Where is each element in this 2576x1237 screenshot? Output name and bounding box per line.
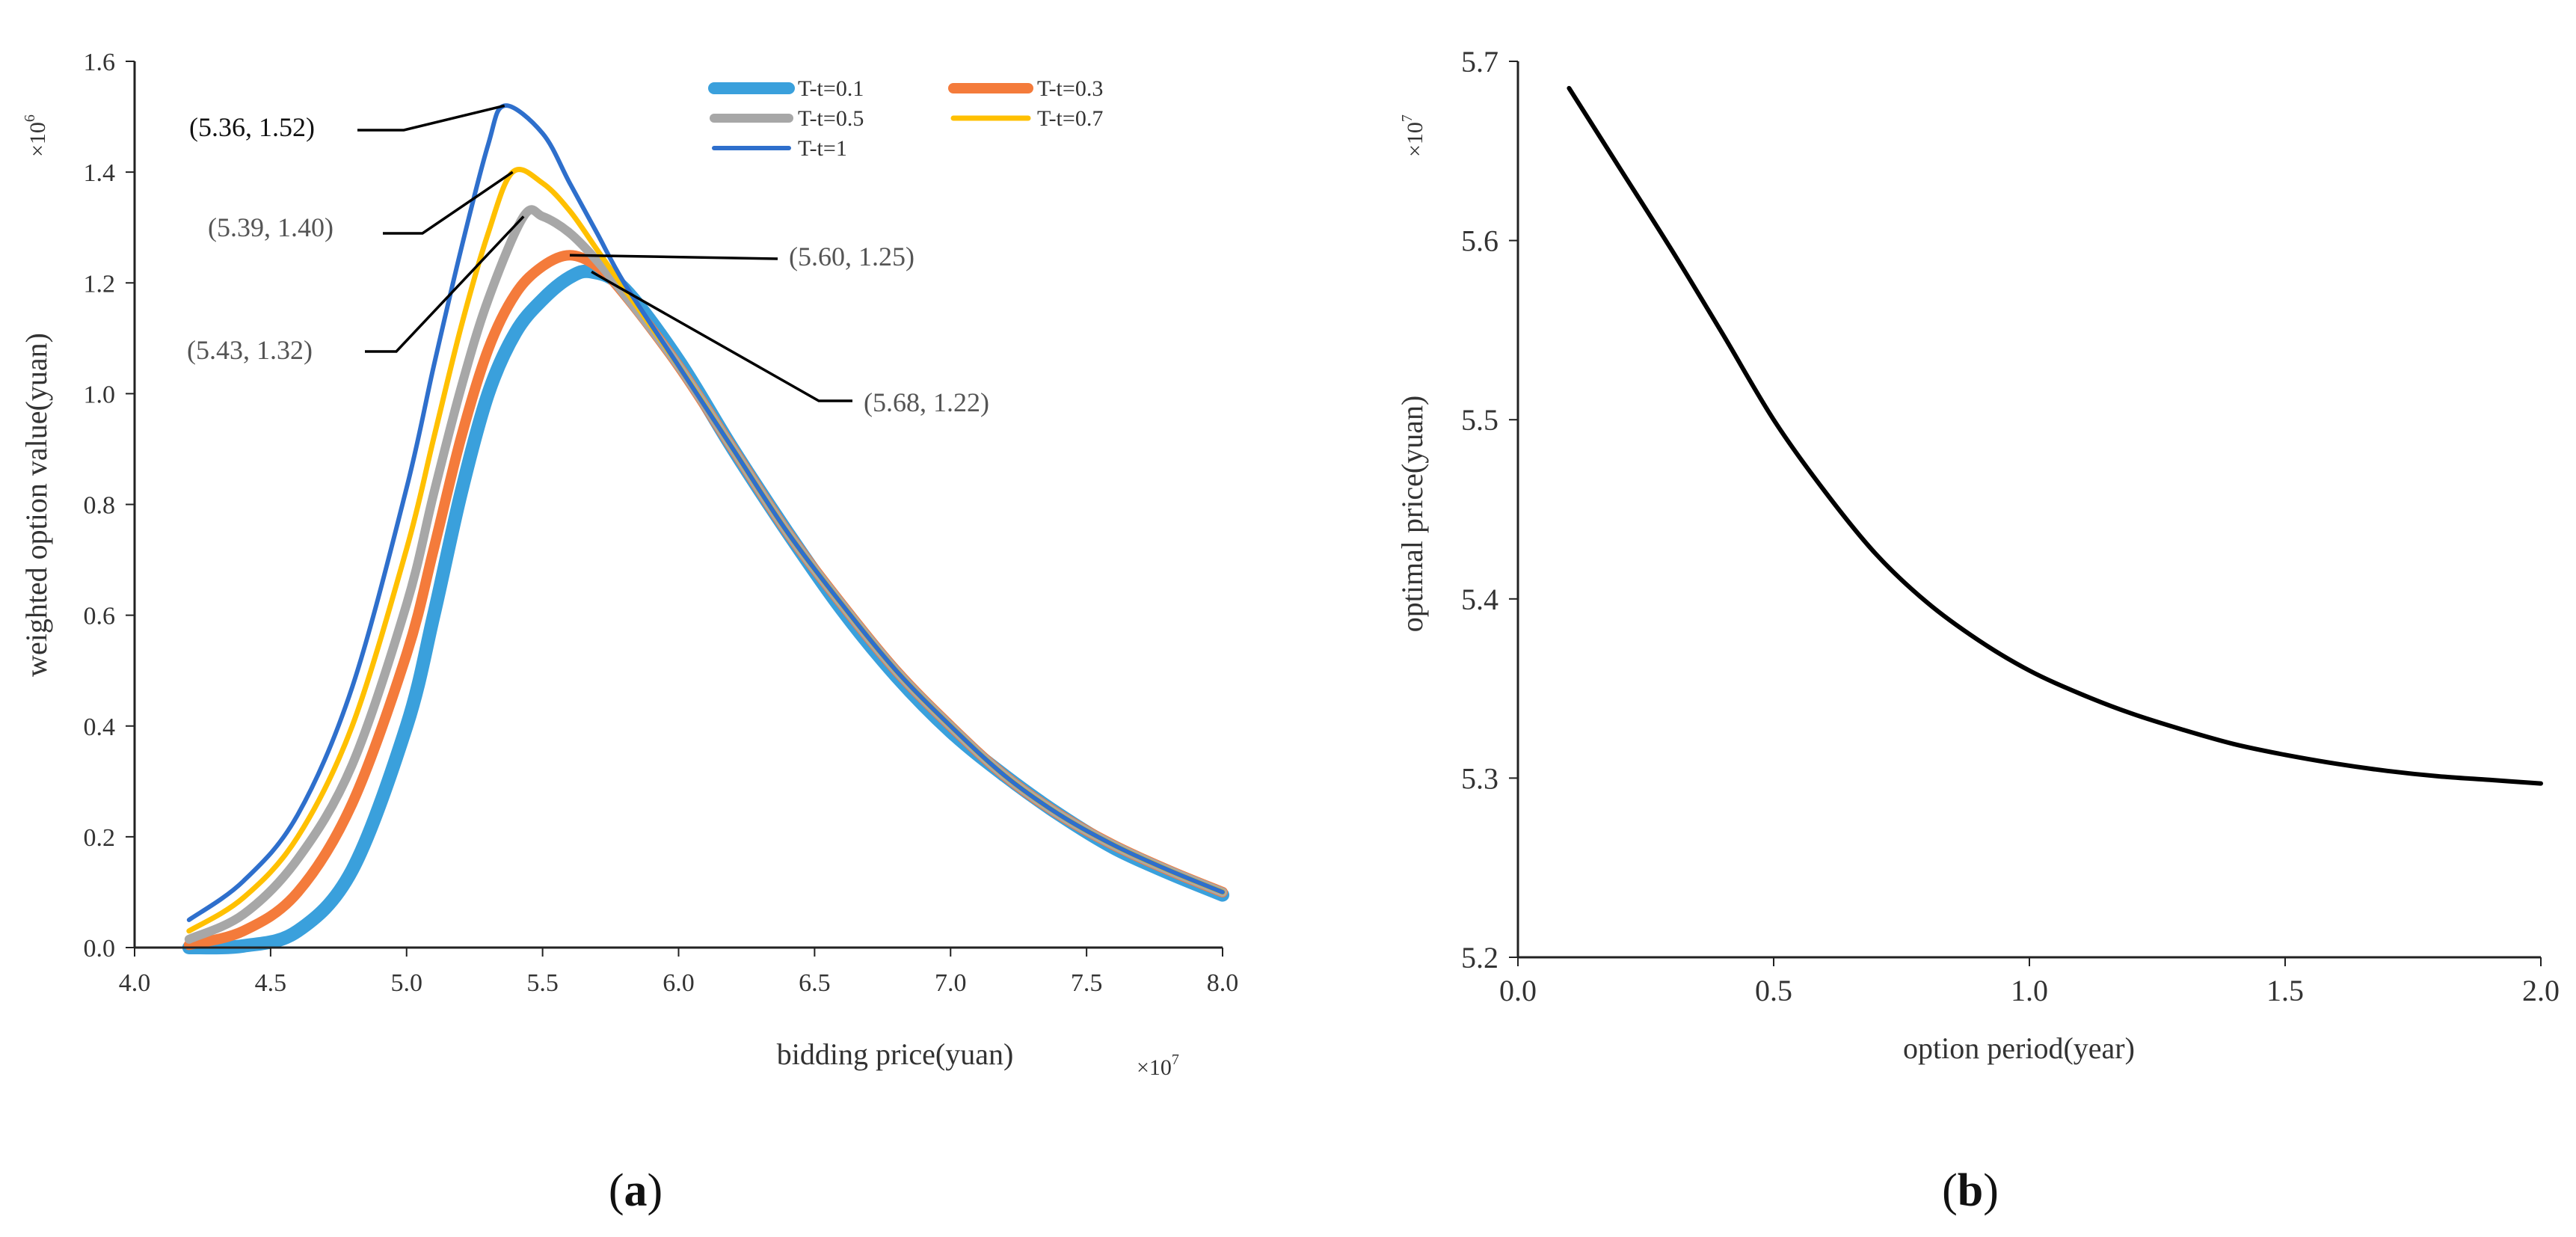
chart-a-x-tick-label: 7.0 xyxy=(935,969,967,997)
legend-label: T-t=0.3 xyxy=(1037,76,1103,101)
chart-b-y-tick-label: 5.4 xyxy=(1461,583,1498,616)
annotation-label: (5.43, 1.32) xyxy=(187,335,313,365)
chart-a-annotations: (5.36, 1.52) (5.39, 1.40) (5.43, 1.32) (5.6… xyxy=(187,104,989,417)
chart-b-x-tick-label: 0.0 xyxy=(1499,974,1537,1007)
annotation-label: (5.36, 1.52) xyxy=(189,112,315,142)
chart-b-y-tick-label: 5.7 xyxy=(1461,45,1498,79)
legend-label: T-t=0.1 xyxy=(798,76,864,101)
chart-a-y-tick-label: 0.2 xyxy=(84,824,116,852)
chart-b: 0.0 0.5 1.0 1.5 2.0 5.2 5.3 5.4 5.5 5.6 5.7 option… xyxy=(1395,45,2560,1065)
chart-a-series-group xyxy=(182,103,1229,955)
chart-b-y-tick-label: 5.6 xyxy=(1461,224,1498,258)
chart-a-y-multiplier: ×106 xyxy=(22,114,50,157)
chart-a-x-multiplier: ×107 xyxy=(1137,1052,1179,1080)
annotation-leader-line xyxy=(357,104,505,132)
chart-a-y-tick-label: 0.6 xyxy=(84,603,116,630)
chart-a-series-line-t-t-1 xyxy=(186,103,1225,922)
legend-label: T-t=1 xyxy=(798,136,847,161)
chart-b-y-tick-label: 5.5 xyxy=(1461,403,1498,437)
chart-b-x-tick-label: 1.5 xyxy=(2266,974,2304,1007)
chart-a-y-tick-label: 1.6 xyxy=(84,49,116,76)
chart-a-y-axis-title: weighted option value(yuan) xyxy=(19,333,53,677)
chart-a-x-tick-label: 4.0 xyxy=(119,969,151,997)
chart-a-y-tick-label: 1.4 xyxy=(84,159,116,187)
chart-a-y-tick-label: 0.0 xyxy=(84,935,116,963)
chart-b-y-tick-label: 5.3 xyxy=(1461,761,1498,795)
chart-a-series-line-t-t-0-3 xyxy=(183,250,1228,951)
chart-a-x-tick-label: 4.5 xyxy=(255,969,287,997)
chart-b-y-axis-title: optimal price(yuan) xyxy=(1395,396,1429,633)
chart-b-x-tick-label: 0.5 xyxy=(1755,974,1792,1007)
chart-b-series-group xyxy=(1567,85,2543,786)
panel-label-a: (a) xyxy=(609,1165,663,1216)
legend-label: T-t=0.7 xyxy=(1037,106,1103,131)
chart-a-x-tick-label: 5.5 xyxy=(526,969,559,997)
chart-b-x-tick-label: 2.0 xyxy=(2522,974,2560,1007)
chart-a-x-axis-title: bidding price(yuan) xyxy=(777,1037,1014,1071)
chart-b-x-axis-title: option period(year) xyxy=(1903,1031,2135,1065)
annotation-label: (5.39, 1.40) xyxy=(208,212,333,242)
chart-b-y-multiplier: ×107 xyxy=(1399,114,1427,157)
chart-a-y-tick-label: 1.2 xyxy=(84,270,116,298)
chart-a-x-tick-label: 5.0 xyxy=(391,969,423,997)
chart-a-y-tick-label: 0.4 xyxy=(84,713,116,741)
chart-a-series-line-t-t-0-1 xyxy=(182,264,1229,955)
legend-label: T-t=0.5 xyxy=(798,106,864,131)
chart-a-legend: T-t=0.1 T-t=0.3 T-t=0.5 T-t=0.7 T-t=1 xyxy=(708,76,1103,161)
chart-a-x-tick-label: 7.5 xyxy=(1071,969,1103,997)
chart-a: 4.0 4.5 5.0 5.5 6.0 6.5 7.0 7.5 8.0 0.0 0.2 0.4 0.6 0… xyxy=(19,49,1238,1080)
chart-a-x-tick-label: 6.5 xyxy=(799,969,831,997)
chart-a-x-tick-label: 8.0 xyxy=(1207,969,1239,997)
annotation-leader-line xyxy=(591,270,852,402)
annotation-leader-line xyxy=(569,254,778,260)
chart-b-y-tick-label: 5.2 xyxy=(1461,941,1498,974)
chart-b-series-line xyxy=(1567,85,2543,786)
chart-a-x-tick-label: 6.0 xyxy=(663,969,695,997)
annotation-leader-line xyxy=(365,215,525,353)
annotation-label: (5.60, 1.25) xyxy=(789,242,914,271)
annotation-label: (5.68, 1.22) xyxy=(864,387,989,417)
annotation-leader-line xyxy=(383,171,514,235)
chart-a-y-tick-label: 1.0 xyxy=(84,381,116,408)
panel-label-b: (b) xyxy=(1942,1165,1999,1216)
chart-b-x-tick-label: 1.0 xyxy=(2011,974,2048,1007)
chart-a-y-tick-label: 0.8 xyxy=(84,492,116,520)
